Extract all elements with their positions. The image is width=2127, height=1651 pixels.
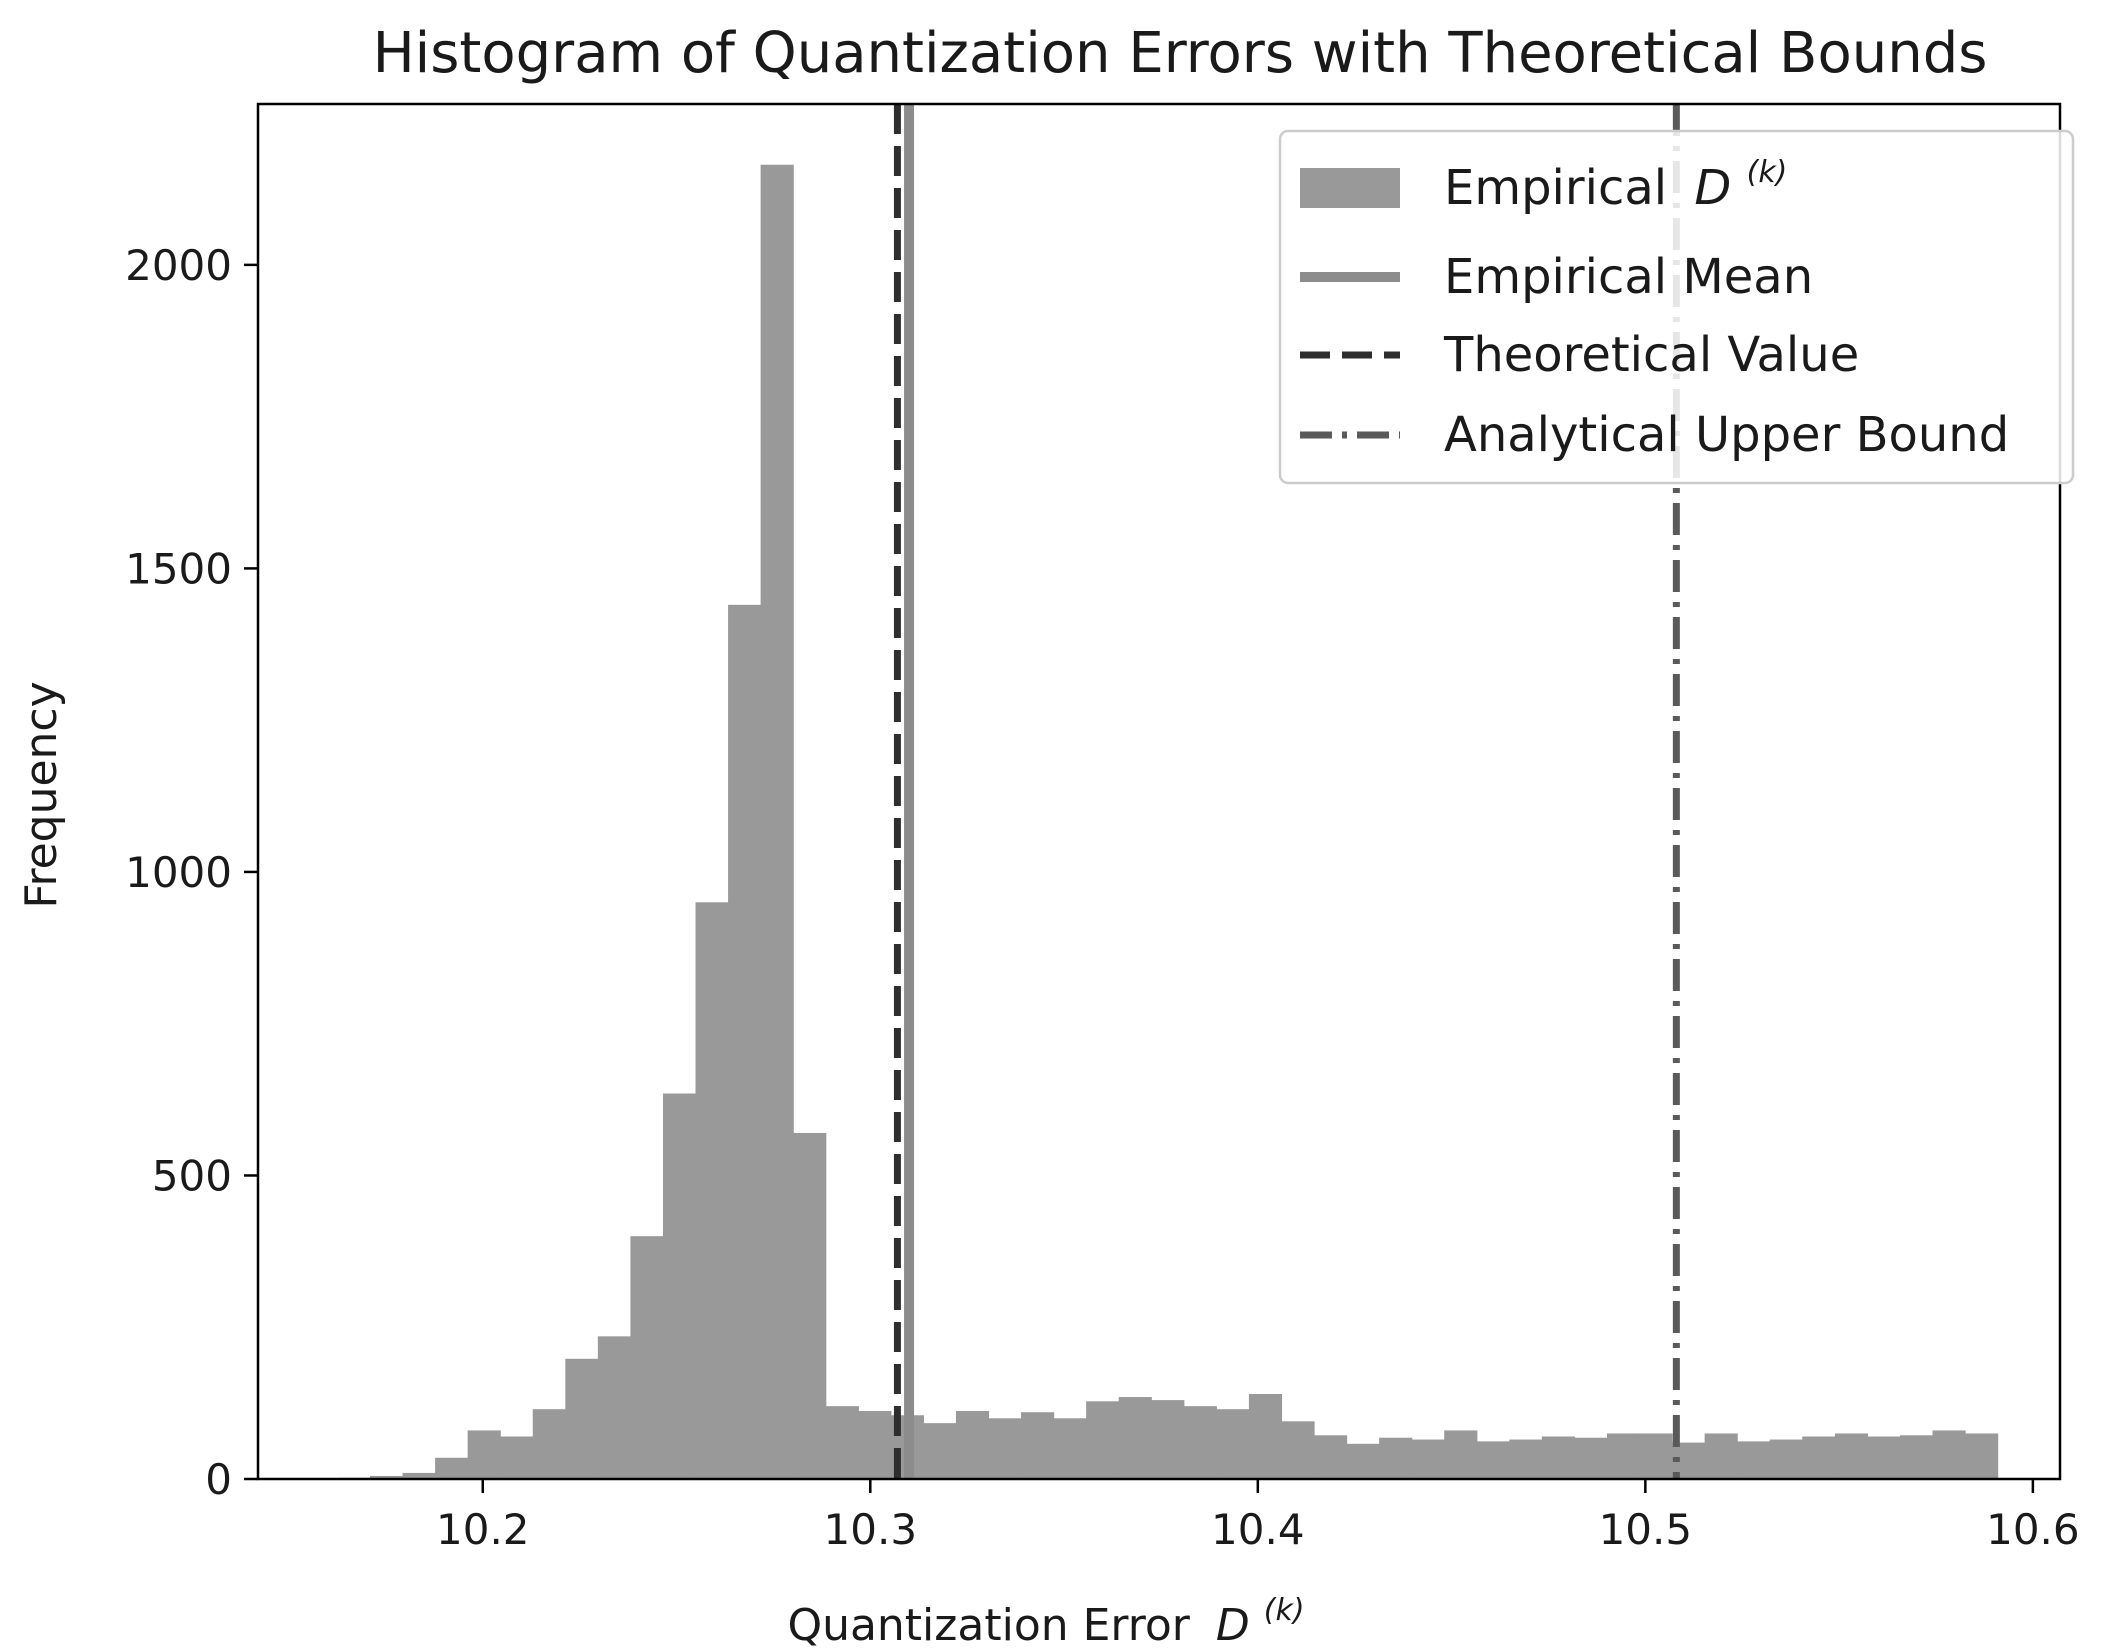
- x-axis-ticks: 10.2 10.3 10.4 10.5 10.6: [436, 1479, 2080, 1554]
- histogram-bar: [1444, 1430, 1478, 1479]
- x-tick-label: 10.6: [1986, 1505, 2080, 1554]
- histogram-bar: [1183, 1406, 1217, 1479]
- legend-box: [1278, 129, 2075, 485]
- histogram-bar: [532, 1409, 566, 1479]
- histogram-bar: [1216, 1409, 1250, 1479]
- x-tick-label: 10.3: [824, 1505, 918, 1554]
- histogram-bar: [1411, 1439, 1445, 1479]
- histogram-bar: [793, 1132, 827, 1479]
- histogram-bar: [760, 164, 794, 1480]
- histogram-bar: [1802, 1436, 1836, 1479]
- legend-histogram-symbol: D: [1694, 160, 1731, 216]
- legend-swatch-histogram: [1300, 168, 1400, 208]
- legend-histogram-label: Empirical: [1444, 160, 1667, 216]
- histogram-bar: [1379, 1437, 1413, 1479]
- histogram-bar: [825, 1406, 859, 1479]
- histogram-bar: [1021, 1412, 1055, 1479]
- x-tick-label: 10.5: [1599, 1505, 1693, 1554]
- histogram-bar: [597, 1336, 632, 1479]
- histogram-bar: [955, 1411, 990, 1479]
- histogram-bars: [337, 164, 1999, 1480]
- x-tick-label: 10.2: [436, 1505, 530, 1554]
- histogram-bar: [1053, 1418, 1087, 1479]
- x-axis-title: Quantization Error D (k): [787, 1593, 1304, 1651]
- histogram-bar: [728, 604, 762, 1479]
- histogram-bar: [1314, 1435, 1348, 1479]
- histogram-bar: [1541, 1436, 1576, 1479]
- histogram-bar: [1281, 1421, 1315, 1479]
- y-tick-label: 2000: [125, 241, 232, 290]
- y-tick-label: 1000: [125, 848, 232, 897]
- histogram-bar: [1606, 1433, 1641, 1479]
- histogram-bar: [1248, 1394, 1283, 1479]
- histogram-bar: [1737, 1441, 1771, 1479]
- histogram-bar: [1476, 1441, 1510, 1479]
- legend-histogram-superscript: (k): [1747, 155, 1788, 190]
- histogram-bar: [1151, 1400, 1185, 1479]
- plot-frame: [256, 102, 2062, 1481]
- histogram-bar: [435, 1457, 469, 1479]
- histogram-bar: [1867, 1436, 1901, 1479]
- histogram-bar: [1899, 1435, 1934, 1479]
- histogram-bar: [565, 1358, 599, 1479]
- histogram-bar: [1834, 1433, 1868, 1479]
- legend-entry-analytical-upper-bound: Analytical Upper Bound: [1444, 407, 2009, 463]
- x-axis-title-text: Quantization Error: [787, 1600, 1190, 1651]
- legend-entry-empirical-mean: Empirical Mean: [1444, 249, 1813, 305]
- histogram-bar: [1086, 1401, 1120, 1479]
- histogram-bar: [630, 1236, 664, 1479]
- histogram-bar: [370, 1475, 404, 1479]
- histogram-bar: [467, 1430, 501, 1479]
- histogram-bar: [695, 902, 729, 1479]
- chart-title: Histogram of Quantization Errors with Th…: [373, 21, 1988, 86]
- histogram-bar: [1574, 1437, 1608, 1479]
- histogram-bar: [1704, 1433, 1738, 1479]
- histogram-bar: [988, 1418, 1022, 1479]
- histogram-bar: [1118, 1397, 1152, 1479]
- x-tick-label: 10.4: [1211, 1505, 1305, 1554]
- histogram-bar: [1346, 1443, 1380, 1479]
- y-tick-label: 500: [152, 1151, 232, 1200]
- y-axis-title: Frequency: [16, 681, 67, 908]
- y-axis-ticks: 0 500 1000 1500 2000: [125, 241, 258, 1504]
- histogram-bar: [923, 1423, 957, 1479]
- y-tick-label: 1500: [125, 544, 232, 593]
- legend-entry-histogram: Empirical D (k): [1444, 155, 1787, 216]
- legend-entry-theoretical-value: Theoretical Value: [1443, 327, 1859, 383]
- histogram-bar: [500, 1436, 534, 1479]
- y-tick-label: 0: [205, 1455, 232, 1504]
- histogram-bar: [662, 1093, 697, 1479]
- histogram-bar: [1965, 1433, 1999, 1479]
- x-axis-title-superscript: (k): [1264, 1593, 1305, 1628]
- legend: Empirical D (k) Empirical Mean Theoretic…: [1278, 129, 2075, 485]
- histogram-bar: [1509, 1439, 1543, 1479]
- histogram-bar: [1639, 1433, 1673, 1479]
- histogram-bar: [402, 1472, 436, 1479]
- histogram-bar: [858, 1411, 892, 1479]
- x-axis-title-symbol: D: [1216, 1600, 1250, 1651]
- histogram-bar: [1769, 1439, 1803, 1479]
- histogram-bar: [1932, 1430, 1966, 1479]
